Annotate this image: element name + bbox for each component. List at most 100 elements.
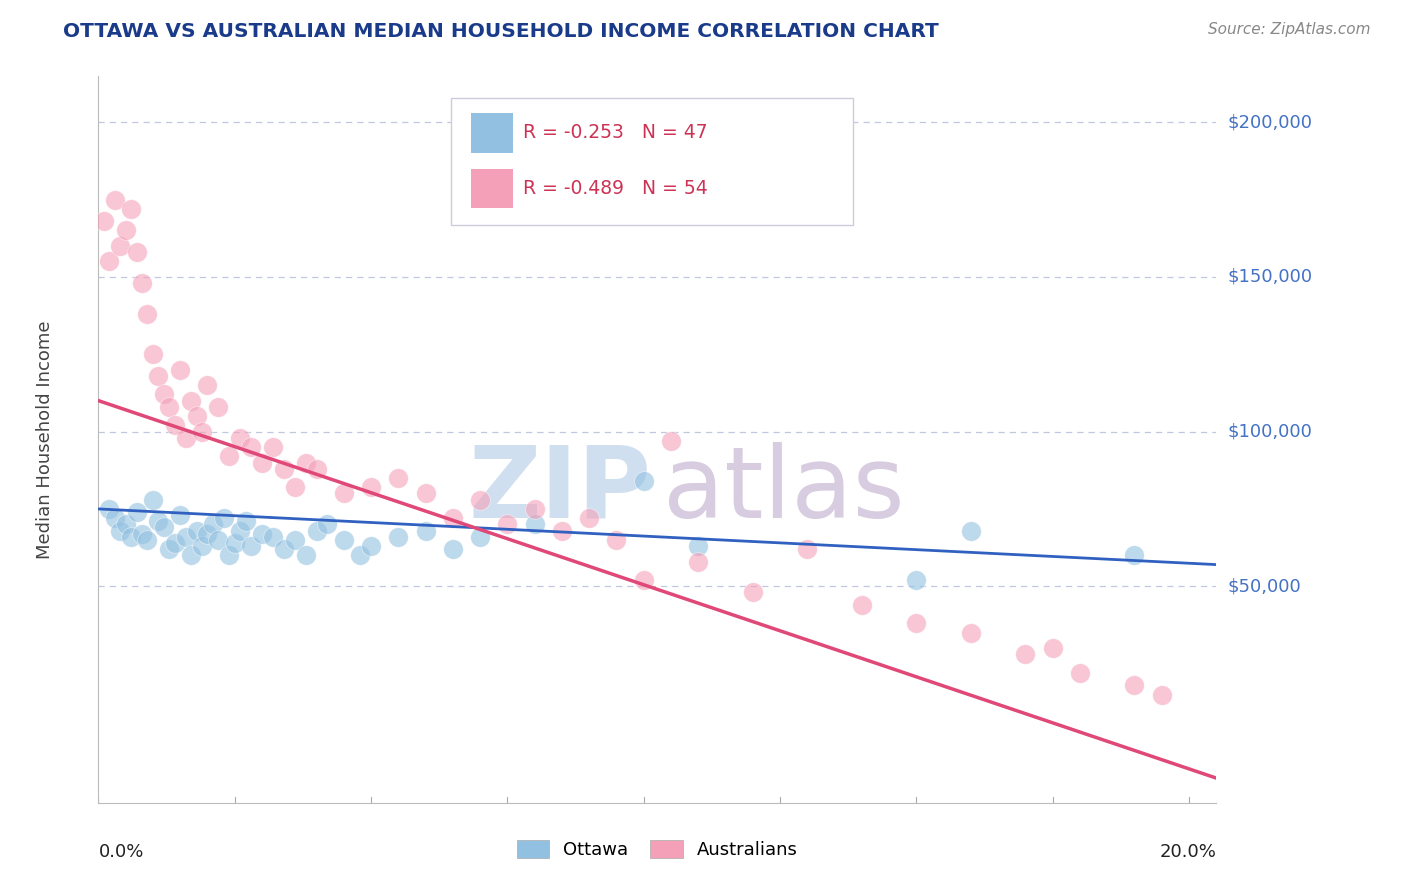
Point	[523, 517, 546, 532]
Point	[305, 524, 328, 538]
Point	[1150, 688, 1173, 702]
Point	[333, 486, 356, 500]
Point	[688, 539, 710, 553]
Point	[207, 400, 229, 414]
Point	[169, 508, 191, 522]
Point	[441, 511, 464, 525]
Point	[163, 418, 186, 433]
Point	[104, 193, 127, 207]
Point	[688, 554, 710, 568]
Point	[349, 549, 371, 563]
Point	[333, 533, 356, 547]
Point	[633, 474, 655, 488]
Point	[191, 425, 214, 439]
Bar	[471, 112, 513, 153]
Legend: Ottawa, Australians: Ottawa, Australians	[509, 832, 806, 866]
Point	[523, 502, 546, 516]
Point	[169, 362, 191, 376]
Point	[142, 492, 165, 507]
Point	[633, 573, 655, 587]
Point	[163, 536, 186, 550]
Point	[468, 530, 491, 544]
Point	[796, 542, 818, 557]
Point	[142, 347, 165, 361]
Point	[262, 530, 284, 544]
Point	[207, 533, 229, 547]
Text: $100,000: $100,000	[1227, 423, 1312, 441]
Point	[959, 625, 981, 640]
Point	[120, 530, 142, 544]
Point	[387, 471, 409, 485]
Point	[125, 245, 148, 260]
Point	[104, 511, 127, 525]
Point	[174, 530, 197, 544]
Point	[1042, 641, 1064, 656]
Point	[1014, 648, 1036, 662]
Point	[125, 505, 148, 519]
Point	[741, 585, 763, 599]
Point	[1069, 665, 1091, 680]
Point	[905, 616, 928, 631]
Point	[186, 524, 208, 538]
Text: $200,000: $200,000	[1227, 113, 1312, 131]
Point	[148, 368, 170, 383]
Point	[468, 492, 491, 507]
Point	[120, 202, 142, 216]
Point	[284, 480, 307, 494]
Text: 20.0%: 20.0%	[1160, 843, 1216, 861]
Point	[605, 533, 627, 547]
Text: 0.0%: 0.0%	[98, 843, 143, 861]
Point	[496, 517, 519, 532]
Text: Source: ZipAtlas.com: Source: ZipAtlas.com	[1208, 22, 1371, 37]
Point	[136, 533, 159, 547]
Point	[273, 461, 295, 475]
Point	[905, 573, 928, 587]
Point	[98, 502, 121, 516]
Point	[110, 524, 132, 538]
Point	[387, 530, 409, 544]
Point	[114, 517, 136, 532]
Point	[360, 480, 382, 494]
Point	[218, 450, 240, 464]
Point	[441, 542, 464, 557]
Text: $150,000: $150,000	[1227, 268, 1312, 286]
Point	[212, 511, 235, 525]
Bar	[471, 169, 513, 209]
Point	[153, 520, 176, 534]
Point	[180, 549, 202, 563]
Point	[197, 526, 219, 541]
Point	[201, 517, 224, 532]
Point	[360, 539, 382, 553]
Text: Median Household Income: Median Household Income	[35, 320, 53, 558]
Point	[305, 461, 328, 475]
Point	[197, 378, 219, 392]
Point	[186, 409, 208, 423]
FancyBboxPatch shape	[450, 97, 853, 225]
Point	[157, 542, 180, 557]
Point	[273, 542, 295, 557]
Point	[93, 214, 115, 228]
Text: $50,000: $50,000	[1227, 577, 1301, 595]
Text: atlas: atlas	[662, 442, 904, 539]
Point	[174, 431, 197, 445]
Point	[180, 393, 202, 408]
Point	[153, 387, 176, 401]
Text: R = -0.489   N = 54: R = -0.489 N = 54	[523, 179, 709, 198]
Point	[218, 549, 240, 563]
Point	[110, 239, 132, 253]
Point	[98, 254, 121, 268]
Point	[191, 539, 214, 553]
Text: R = -0.253   N = 47: R = -0.253 N = 47	[523, 123, 707, 142]
Point	[131, 526, 153, 541]
Point	[284, 533, 307, 547]
Point	[415, 524, 437, 538]
Text: OTTAWA VS AUSTRALIAN MEDIAN HOUSEHOLD INCOME CORRELATION CHART: OTTAWA VS AUSTRALIAN MEDIAN HOUSEHOLD IN…	[63, 22, 939, 41]
Point	[1123, 678, 1146, 692]
Point	[224, 536, 246, 550]
Point	[235, 514, 257, 528]
Point	[229, 524, 252, 538]
Point	[578, 511, 600, 525]
Point	[240, 440, 263, 454]
Point	[294, 456, 316, 470]
Point	[659, 434, 682, 448]
